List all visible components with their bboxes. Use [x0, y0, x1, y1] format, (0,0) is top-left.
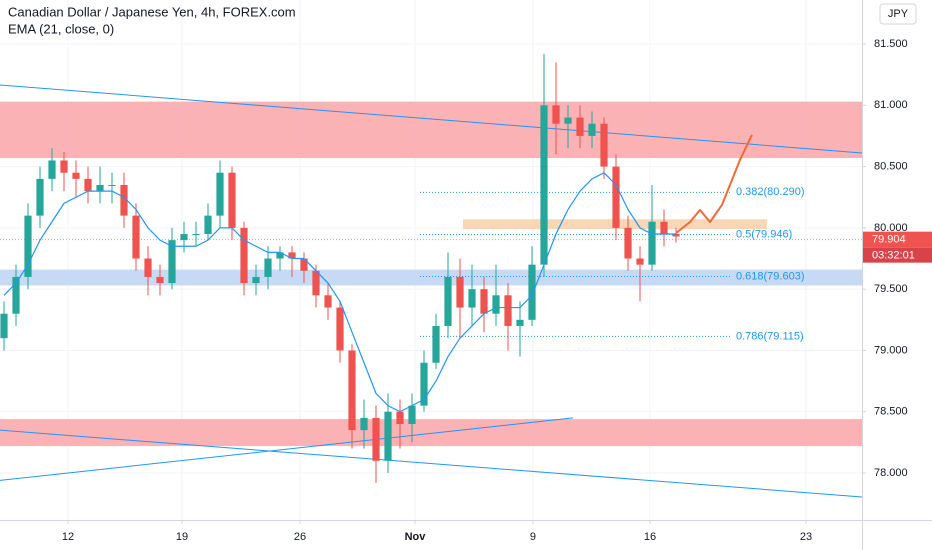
candle-body — [228, 172, 236, 228]
fib-label: 0.618(79.603) — [736, 270, 805, 282]
candle-body — [384, 411, 392, 461]
y-tick-label: 79.500 — [874, 283, 908, 295]
candle-body — [144, 258, 152, 277]
countdown-label: 03:32:01 — [872, 250, 915, 262]
plot-area: 0.382(80.290) 0.5(79.946) 0.618(79.603) 0.7… — [0, 0, 862, 520]
candle-body — [648, 221, 656, 265]
candle-body — [348, 350, 356, 431]
trendline — [0, 417, 574, 481]
candle-body — [72, 172, 80, 179]
candle-body — [276, 252, 284, 259]
candle-body — [264, 258, 272, 277]
x-tick-label: 26 — [294, 531, 306, 543]
currency-label[interactable]: JPY — [888, 8, 909, 20]
candle-body — [660, 221, 668, 235]
y-tick-label: 79.000 — [874, 344, 908, 356]
x-tick-label: 16 — [644, 531, 656, 543]
last-price-label: 79.904 — [872, 234, 906, 246]
x-tick-label: 23 — [800, 531, 812, 543]
fib-label: 0.786(79.115) — [736, 330, 804, 342]
candle-body — [552, 105, 560, 124]
candle-body — [396, 411, 404, 425]
candle-body — [360, 417, 368, 431]
candle-body — [564, 117, 572, 124]
indicator-label: EMA (21, close, 0) — [8, 21, 114, 36]
y-tick-label: 81.500 — [874, 38, 908, 50]
candle-body — [84, 178, 92, 192]
candle-body — [204, 215, 212, 235]
trendline — [0, 84, 862, 154]
candle-body — [324, 295, 332, 308]
candle-body — [444, 276, 452, 326]
candle-body — [240, 227, 248, 284]
trendline — [0, 429, 862, 498]
candle-body — [12, 276, 20, 314]
candle-body — [180, 234, 188, 241]
candle-body — [612, 166, 620, 228]
zone — [0, 419, 862, 447]
fib-label: 0.5(79.946) — [736, 228, 792, 240]
last-price-tag — [863, 231, 932, 248]
candle-body — [120, 184, 128, 216]
candle-body — [60, 160, 68, 173]
x-tick-label: 19 — [176, 531, 188, 543]
candle-body — [108, 184, 116, 186]
candle-body — [504, 295, 512, 326]
candle-body — [300, 258, 308, 271]
zone — [0, 101, 862, 159]
candle-body — [48, 160, 56, 179]
candle-body — [288, 252, 296, 259]
candle-body — [636, 258, 644, 265]
candle-body — [456, 276, 464, 308]
candle-body — [624, 227, 632, 259]
x-tick-label: Nov — [405, 531, 427, 543]
candle-body — [132, 215, 140, 259]
candle-body — [336, 307, 344, 351]
candle-body — [588, 123, 596, 136]
candle-body — [516, 319, 524, 326]
y-tick-label: 81.000 — [874, 99, 908, 111]
candle-body — [372, 417, 380, 461]
candle-body — [168, 240, 176, 284]
y-tick-label: 80.000 — [874, 222, 908, 234]
x-tick-label: 9 — [530, 531, 536, 543]
candle-body — [312, 270, 320, 296]
candle-body — [672, 234, 680, 237]
candle-body — [420, 362, 428, 406]
fib-label: 0.382(80.290) — [736, 186, 805, 198]
y-tick-label: 78.500 — [874, 406, 908, 418]
candle-body — [468, 289, 476, 308]
candle-body — [492, 295, 500, 314]
projection-path — [675, 134, 753, 234]
candle-body — [96, 184, 104, 192]
candle-body — [576, 117, 584, 136]
candle-body — [252, 276, 260, 284]
candle-body — [0, 313, 8, 339]
candle-body — [24, 215, 32, 277]
candle-body — [600, 123, 608, 167]
candle-body — [528, 264, 536, 320]
y-tick-label: 78.000 — [874, 467, 908, 479]
candle-body — [192, 234, 200, 236]
y-tick-label: 80.500 — [874, 160, 908, 172]
x-tick-label: 12 — [62, 531, 74, 543]
candle-body — [36, 178, 44, 216]
chart-title: Canadian Dollar / Japanese Yen, 4h, FORE… — [8, 4, 296, 19]
candle-body — [156, 276, 164, 284]
countdown-tag — [863, 247, 932, 263]
ema-line — [3, 171, 676, 413]
zone — [0, 269, 862, 286]
candle-body — [480, 289, 488, 314]
candle-body — [432, 325, 440, 363]
currency-button[interactable] — [879, 3, 917, 25]
candle-body — [408, 405, 416, 425]
candle-body — [216, 172, 224, 216]
candle-body — [540, 105, 548, 265]
